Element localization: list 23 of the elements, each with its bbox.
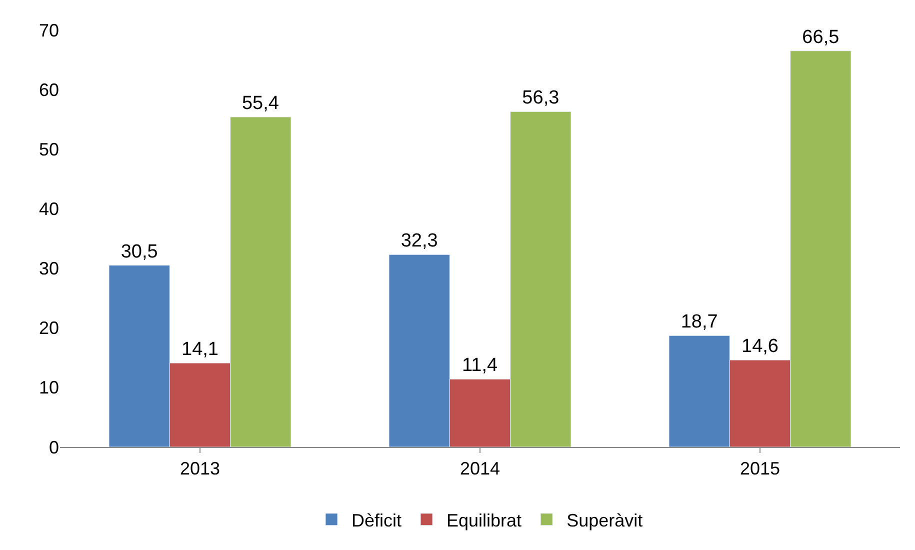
y-tick-label: 70 <box>38 20 59 40</box>
legend-label: Dèficit <box>352 510 402 530</box>
y-tick-label: 50 <box>38 139 59 160</box>
x-tick-label: 2013 <box>180 458 220 479</box>
y-tick-label: 10 <box>38 378 59 398</box>
data-label: 18,7 <box>680 312 718 333</box>
legend-label: Equilibrat <box>446 510 522 530</box>
y-tick-label: 20 <box>38 318 59 338</box>
data-label: 14,6 <box>742 336 778 358</box>
data-label: 30,5 <box>120 241 158 262</box>
legend-label: Superàvit <box>566 510 643 530</box>
y-tick-label: 40 <box>38 199 59 220</box>
data-label: 66,5 <box>802 26 840 48</box>
y-tick-label: 60 <box>38 80 59 100</box>
x-tick-label: 2015 <box>740 458 780 479</box>
data-label: 55,4 <box>242 92 280 114</box>
data-label: 14,1 <box>182 339 218 360</box>
data-label: 11,4 <box>462 355 498 376</box>
data-label: 32,3 <box>400 230 438 252</box>
data-label: 56,3 <box>522 88 560 109</box>
x-tick-label: 2014 <box>460 458 500 479</box>
y-tick-label: 30 <box>38 258 59 279</box>
y-tick-label: 0 <box>48 437 59 458</box>
